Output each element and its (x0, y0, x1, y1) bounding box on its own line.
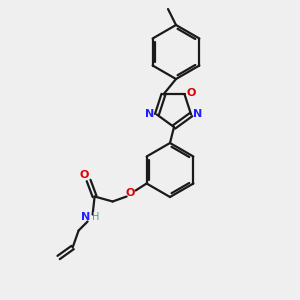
Text: N: N (81, 212, 90, 223)
Text: O: O (187, 88, 196, 98)
Text: N: N (194, 109, 203, 118)
Text: O: O (126, 188, 135, 199)
Text: H: H (92, 212, 99, 223)
Text: O: O (80, 170, 89, 181)
Text: N: N (145, 109, 154, 118)
